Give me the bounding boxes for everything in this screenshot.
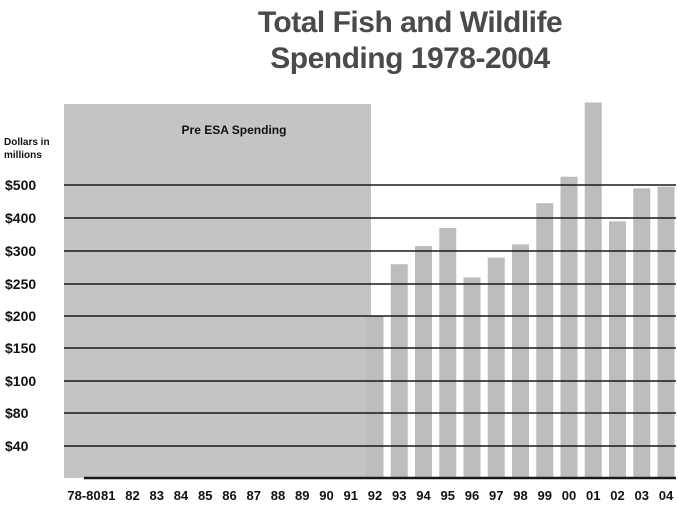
x-tick-label-91: 91 <box>344 488 358 503</box>
x-tick-label-04: 04 <box>659 488 674 503</box>
x-tick-label-84: 84 <box>174 488 189 503</box>
y-tick-label-80: $80 <box>5 405 29 421</box>
y-axis-title-line-2: millions <box>4 150 42 161</box>
bar-92 <box>366 316 384 478</box>
bar-00 <box>560 176 578 478</box>
x-tick-label-90: 90 <box>319 488 333 503</box>
x-tick-label-98: 98 <box>513 488 527 503</box>
y-tick-label-500: $500 <box>5 177 36 193</box>
x-tick-label-03: 03 <box>635 488 649 503</box>
bar-01 <box>584 102 602 478</box>
y-tick-label-150: $150 <box>5 340 36 356</box>
bar-97 <box>487 257 505 478</box>
x-tick-label-95: 95 <box>441 488 455 503</box>
x-tick-label-99: 99 <box>538 488 552 503</box>
bar-04 <box>657 186 675 478</box>
x-tick-label-82: 82 <box>125 488 139 503</box>
bar-95 <box>439 227 457 478</box>
y-tick-label-100: $100 <box>5 373 36 389</box>
chart-title-line-2: Spending 1978-2004 <box>270 42 550 75</box>
bar-03 <box>633 188 651 479</box>
pre-esa-annotation: Pre ESA Spending <box>182 123 287 137</box>
y-tick-label-200: $200 <box>5 308 36 324</box>
bar-99 <box>536 203 554 478</box>
y-axis-title-line-1: Dollars in <box>4 137 50 148</box>
x-tick-label-89: 89 <box>295 488 309 503</box>
x-tick-label-00: 00 <box>562 488 576 503</box>
x-tick-label-86: 86 <box>222 488 236 503</box>
x-tick-label-01: 01 <box>586 488 600 503</box>
pre-esa-shaded-region <box>64 104 371 478</box>
x-tick-label-97: 97 <box>489 488 503 503</box>
x-tick-label-96: 96 <box>465 488 479 503</box>
x-tick-label-85: 85 <box>198 488 212 503</box>
bar-93 <box>390 264 408 478</box>
x-tick-label-83: 83 <box>150 488 164 503</box>
x-tick-label-87: 87 <box>247 488 261 503</box>
x-tick-label-94: 94 <box>416 488 431 503</box>
chart-title-line-1: Total Fish and Wildlife <box>257 6 563 39</box>
bar-96 <box>463 277 481 478</box>
y-tick-label-300: $300 <box>5 243 36 259</box>
x-tick-label-02: 02 <box>610 488 624 503</box>
x-tick-label-88: 88 <box>271 488 285 503</box>
x-tick-label-93: 93 <box>392 488 406 503</box>
y-tick-label-250: $250 <box>5 276 36 292</box>
y-tick-label-40: $40 <box>5 438 29 454</box>
x-tick-label-81: 81 <box>101 488 115 503</box>
bar-94 <box>415 246 432 478</box>
x-tick-label-92: 92 <box>368 488 382 503</box>
x-tick-label-78-80: 78-80 <box>67 488 100 503</box>
y-tick-label-400: $400 <box>5 210 36 226</box>
bar-02 <box>609 221 626 479</box>
bar-98 <box>512 244 529 478</box>
